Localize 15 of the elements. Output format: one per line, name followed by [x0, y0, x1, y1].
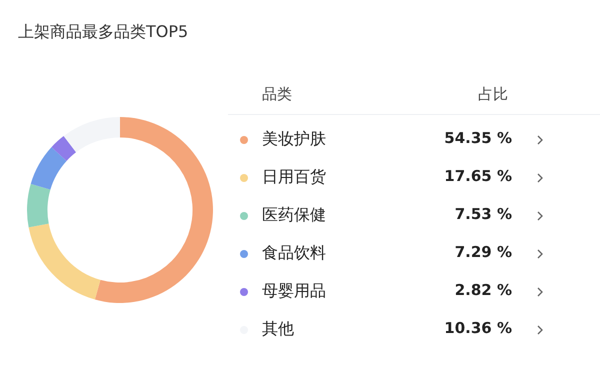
- legend-label: 其他: [262, 319, 294, 340]
- chart-title: 上架商品最多品类TOP5: [18, 22, 188, 43]
- legend-label: 食品饮料: [262, 243, 326, 264]
- legend-label: 母婴用品: [262, 281, 326, 302]
- data-label: 10.36 %: [444, 319, 512, 337]
- data-label: 17.65 %: [444, 167, 512, 185]
- legend-label: 医药保健: [262, 205, 326, 226]
- legend-label: 日用百货: [262, 167, 326, 188]
- data-label: 54.35 %: [444, 129, 512, 147]
- data-label: 7.53 %: [454, 205, 512, 223]
- data-label: 2.82 %: [454, 281, 512, 299]
- legend-label: 美妆护肤: [262, 129, 326, 150]
- text: 占比: [478, 85, 508, 104]
- data-label: 7.29 %: [454, 243, 512, 261]
- legend-title: 品类: [262, 85, 292, 104]
